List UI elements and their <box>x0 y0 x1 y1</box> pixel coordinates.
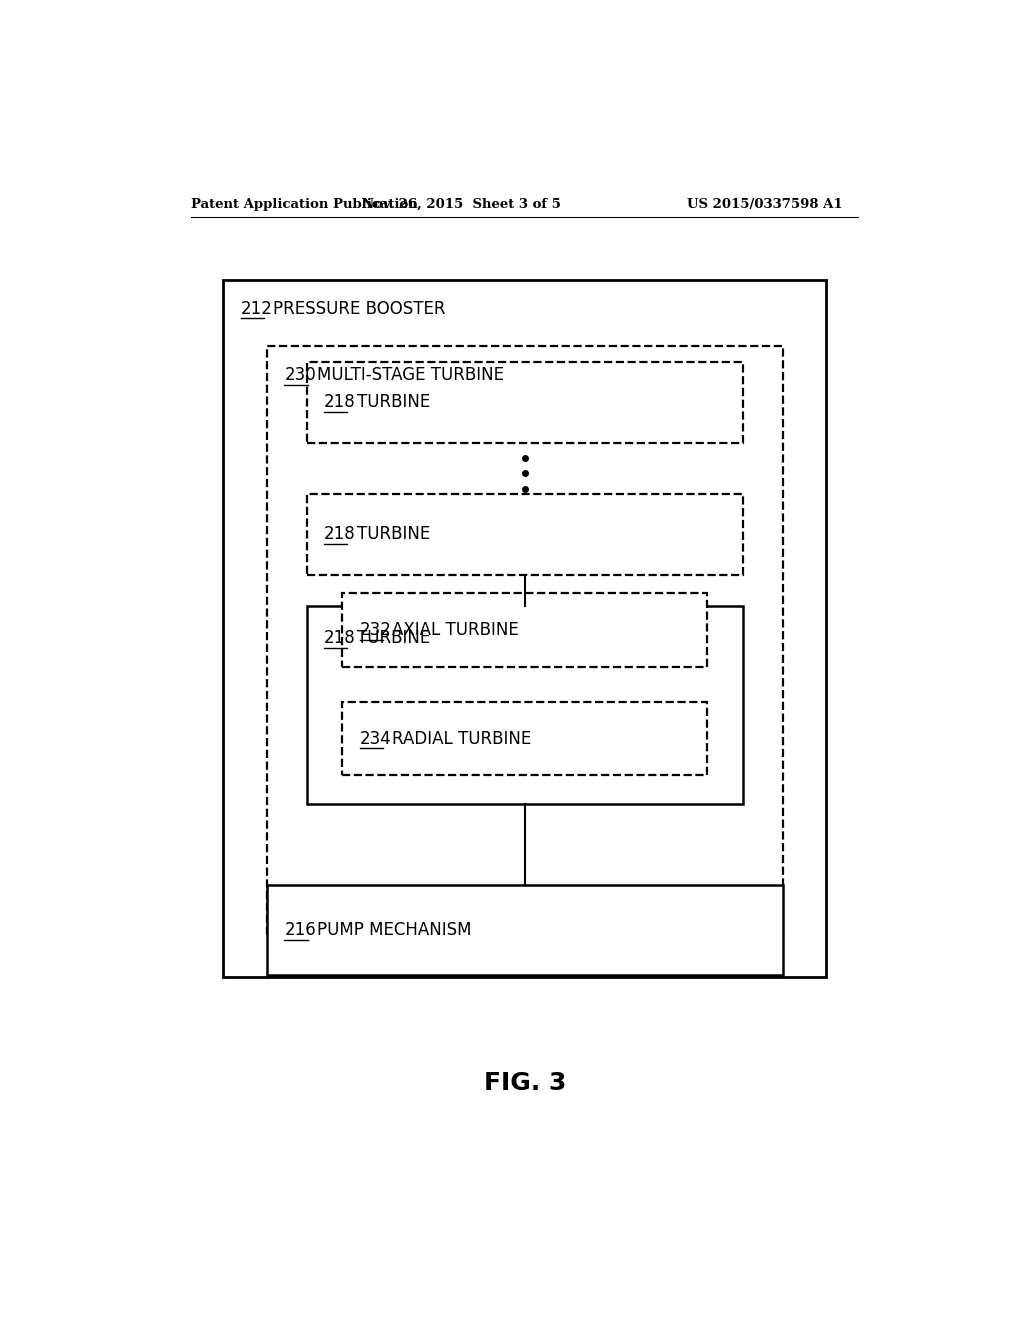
Text: TURBINE: TURBINE <box>356 630 430 647</box>
Text: 218: 218 <box>324 630 355 647</box>
Text: 212: 212 <box>241 300 272 318</box>
Text: 232: 232 <box>359 620 391 639</box>
Bar <box>342 702 708 775</box>
Text: 230: 230 <box>285 366 316 384</box>
Bar <box>306 606 743 804</box>
Bar <box>342 594 708 667</box>
Bar <box>306 494 743 576</box>
Text: PRESSURE BOOSTER: PRESSURE BOOSTER <box>273 300 445 318</box>
Text: 234: 234 <box>359 730 391 747</box>
Text: MULTI-STAGE TURBINE: MULTI-STAGE TURBINE <box>316 366 504 384</box>
Text: PUMP MECHANISM: PUMP MECHANISM <box>316 921 471 939</box>
Text: AXIAL TURBINE: AXIAL TURBINE <box>392 620 519 639</box>
Text: RADIAL TURBINE: RADIAL TURBINE <box>392 730 531 747</box>
Bar <box>267 886 782 974</box>
Bar <box>223 280 826 977</box>
Bar <box>267 346 782 936</box>
Bar <box>306 362 743 444</box>
Text: TURBINE: TURBINE <box>356 525 430 544</box>
Text: Nov. 26, 2015  Sheet 3 of 5: Nov. 26, 2015 Sheet 3 of 5 <box>361 198 561 211</box>
Text: US 2015/0337598 A1: US 2015/0337598 A1 <box>687 198 842 211</box>
Text: TURBINE: TURBINE <box>356 393 430 412</box>
Text: FIG. 3: FIG. 3 <box>483 1072 566 1096</box>
Text: 218: 218 <box>324 525 355 544</box>
Text: Patent Application Publication: Patent Application Publication <box>191 198 418 211</box>
Text: 218: 218 <box>324 393 355 412</box>
Text: 216: 216 <box>285 921 316 939</box>
